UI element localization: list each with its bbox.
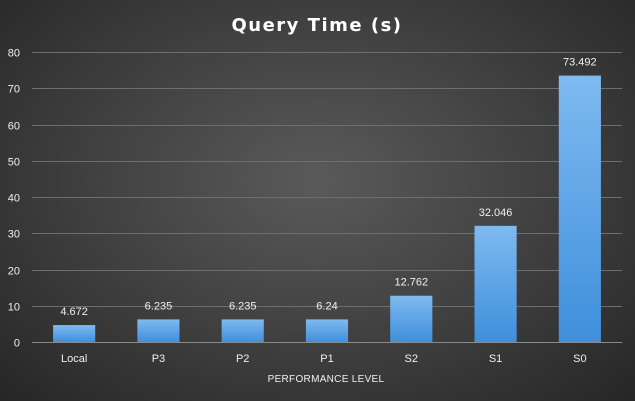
bar <box>558 75 601 343</box>
y-tick-label: 40 <box>8 193 20 205</box>
x-tick-label: S0 <box>573 353 586 365</box>
bar <box>390 295 433 342</box>
y-tick-label: 70 <box>8 84 20 96</box>
bar <box>474 225 517 342</box>
data-label: 6.24 <box>316 300 337 312</box>
data-labels: 4.672 6.235 6.235 6.24 12.762 32.046 73.492 <box>60 57 596 318</box>
bar <box>53 325 96 342</box>
bar <box>305 319 349 342</box>
y-tick-label: 30 <box>8 229 20 241</box>
y-axis-ticks: 0 10 20 30 40 50 60 70 80 <box>8 48 20 350</box>
data-label: 6.235 <box>229 300 257 312</box>
x-tick-label: S1 <box>489 353 502 365</box>
y-tick-label: 10 <box>8 302 20 314</box>
data-label: 32.046 <box>479 207 513 219</box>
bar <box>221 319 264 342</box>
data-label: 73.492 <box>563 57 597 69</box>
bar <box>137 319 180 342</box>
x-axis-title: PERFORMANCE LEVEL <box>268 374 385 385</box>
gridlines <box>32 52 622 307</box>
y-tick-label: 0 <box>14 338 20 350</box>
y-tick-label: 50 <box>8 157 20 169</box>
y-tick-label: 80 <box>8 48 20 60</box>
x-tick-label: P1 <box>320 353 333 365</box>
x-tick-label: P2 <box>236 353 249 365</box>
x-tick-label: S2 <box>405 353 418 365</box>
data-label: 12.762 <box>394 277 428 289</box>
chart-title: Query Time (s) <box>231 15 402 36</box>
y-tick-label: 60 <box>8 121 20 133</box>
x-axis-ticks: Local P3 P2 P1 S2 S1 S0 <box>61 353 587 365</box>
x-tick-label: P3 <box>152 353 165 365</box>
y-tick-label: 20 <box>8 266 20 278</box>
x-tick-label: Local <box>61 353 87 365</box>
data-label: 4.672 <box>60 306 88 318</box>
data-label: 6.235 <box>145 300 173 312</box>
bars <box>53 75 601 343</box>
